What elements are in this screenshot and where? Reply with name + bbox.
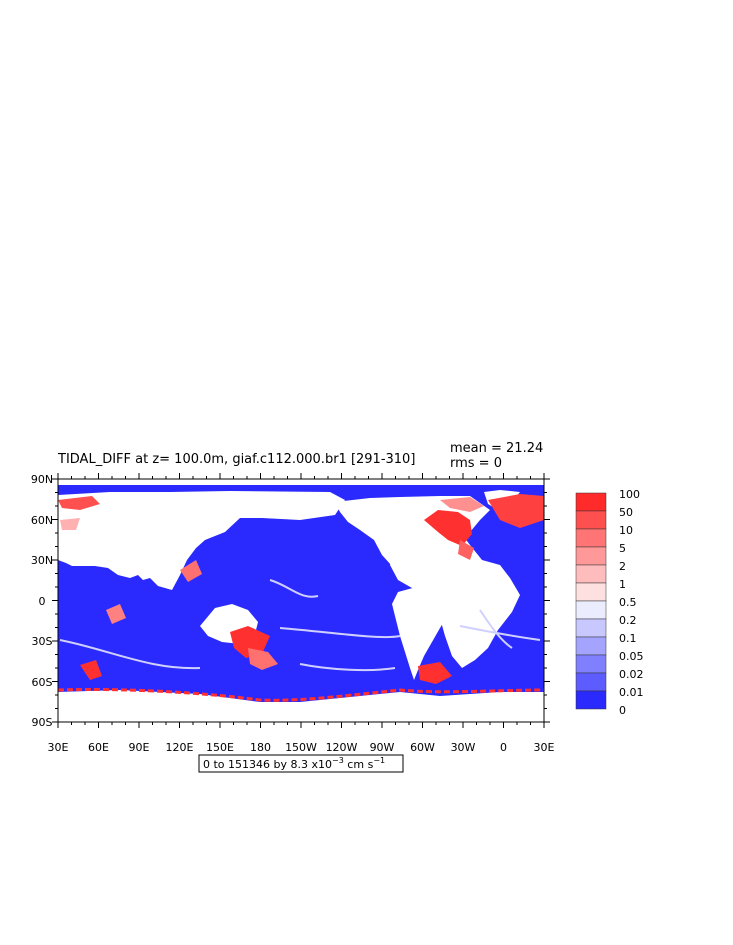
lon-ticks [57,473,545,728]
colorbar-swatch [575,654,607,674]
lon-label-60e: 60E [88,741,109,754]
colorbar-swatch [575,618,607,638]
map-frame [52,473,550,728]
range-main: 0 to 151346 by 8.3 x10 [203,758,332,771]
lon-label-30e-right: 30E [534,741,555,754]
colorbar-swatch [575,546,607,566]
lon-label-90w: 90W [370,741,395,754]
colorbar-swatch [575,690,607,710]
lat-label-group: 90N 60N 30N 0 30S 60S 90S [31,473,53,729]
plot-title: TIDAL_DIFF at z= 100.0m, giaf.c112.000.b… [57,452,415,467]
cb-label-0-5: 0.5 [619,596,637,609]
cb-label-0-2: 0.2 [619,614,637,627]
cb-label-100: 100 [619,488,640,501]
lon-label-180: 180 [250,741,271,754]
lon-label-group: 30E 60E 90E 120E 150E 180 150W 120W 90W … [48,741,555,754]
lat-ticks [52,478,550,723]
cb-label-10: 10 [619,524,633,537]
lat-label-0: 0 [39,595,46,608]
lat-label-90n: 90N [31,473,53,486]
lon-label-30w: 30W [451,741,476,754]
cb-label-5: 5 [619,542,626,555]
rms-label: rms = 0 [450,456,502,471]
colorbar-swatch [575,564,607,584]
low-value-streaks [59,579,541,672]
colorbar-swatch [575,582,607,602]
cb-label-1: 1 [619,578,626,591]
lon-label-60w: 60W [410,741,435,754]
lat-label-60n: 60N [31,514,53,527]
lon-label-150e: 150E [206,741,234,754]
lat-label-60s: 60S [32,676,53,689]
lon-label-30e: 30E [48,741,69,754]
range-unit-exponent: −1 [373,756,385,765]
contour-range-box: 0 to 151346 by 8.3 x10−3 cm s−1 [198,754,404,773]
antarctic-coast-highlight [58,688,544,702]
lon-label-90e: 90E [129,741,150,754]
lon-label-120w: 120W [326,741,358,754]
cb-label-0-01: 0.01 [619,686,644,699]
mean-label: mean = 21.24 [450,441,543,456]
colorbar-swatch [575,492,607,512]
range-box-frame [198,754,404,773]
colorbar-labels: 100 50 10 5 2 1 0.5 0.2 0.1 0.05 0.02 0.… [619,488,644,717]
colorbar-swatch [575,510,607,530]
colorbar-swatch [575,672,607,692]
colorbar-swatch [575,636,607,656]
high-value-regions [58,494,544,684]
range-unit: cm s [344,758,374,771]
range-text: 0 to 151346 by 8.3 x10−3 cm s−1 [203,756,385,771]
lat-label-30n: 30N [31,554,53,567]
eurasia-landmass [58,491,345,590]
cb-label-0-02: 0.02 [619,668,644,681]
cb-label-2: 2 [619,560,626,573]
antarctica-landmass [58,690,544,722]
ocean-map [58,479,544,722]
colorbar [575,492,607,710]
lat-label-30s: 30S [32,635,53,648]
cb-label-0: 0 [619,704,626,717]
cb-label-0-05: 0.05 [619,650,644,663]
cb-label-50: 50 [619,506,633,519]
lat-label-90s: 90S [32,716,53,729]
south-america-landmass [392,586,452,680]
lon-label-150w: 150W [285,741,317,754]
cb-label-0-1: 0.1 [619,632,637,645]
colorbar-swatch [575,600,607,620]
lon-label-120e: 120E [166,741,194,754]
colorbar-swatch [575,528,607,548]
range-exponent: −3 [332,756,344,765]
lon-label-0: 0 [500,741,507,754]
